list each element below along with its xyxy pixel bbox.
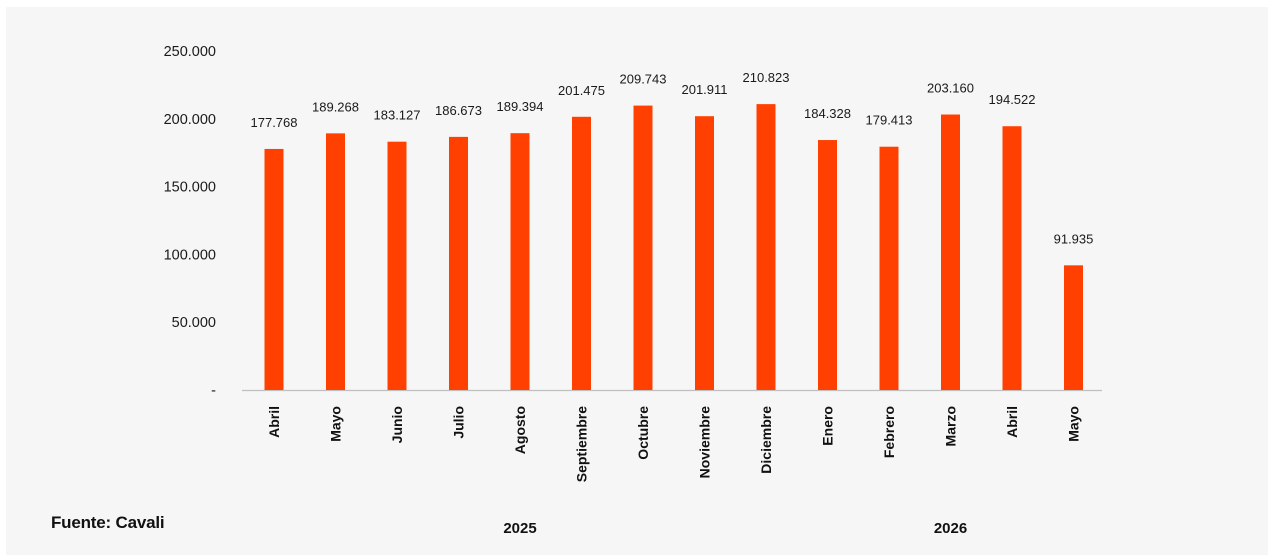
bar xyxy=(572,116,591,390)
bar xyxy=(326,133,345,390)
bar xyxy=(1002,126,1022,391)
data-label: 203.160 xyxy=(927,81,974,96)
x-tick-label: Septiembre xyxy=(574,406,590,482)
x-tick-label: Enero xyxy=(820,406,836,446)
bar xyxy=(387,141,407,390)
bar xyxy=(449,136,468,390)
y-tick-label: 200.000 xyxy=(164,112,216,128)
x-tick-label: Noviembre xyxy=(697,406,713,479)
data-label: 186.673 xyxy=(435,103,482,118)
x-tick-label: Mayo xyxy=(328,406,344,442)
bar xyxy=(818,140,837,390)
bar xyxy=(633,105,653,390)
x-tick-label: Junio xyxy=(389,406,405,443)
source-note: Fuente: Cavali xyxy=(51,513,165,532)
x-tick-label: Julio xyxy=(451,406,467,439)
x-tick-label: Abril xyxy=(1004,406,1020,438)
bar xyxy=(510,133,530,390)
data-label: 209.743 xyxy=(620,72,667,87)
bar xyxy=(756,104,776,390)
x-tick-label: Marzo xyxy=(943,406,959,446)
data-label: 201.475 xyxy=(558,83,605,98)
year-label: 2025 xyxy=(503,520,536,537)
y-tick-label: 50.000 xyxy=(172,315,216,331)
x-tick-label: Febrero xyxy=(881,406,897,458)
data-label: 91.935 xyxy=(1054,231,1094,246)
year-label: 2026 xyxy=(934,520,967,537)
x-tick-label: Diciembre xyxy=(758,406,774,474)
data-label: 179.413 xyxy=(866,113,913,128)
x-tick-label: Mayo xyxy=(1066,406,1082,442)
bar xyxy=(1064,265,1083,390)
data-label: 201.911 xyxy=(681,82,727,97)
data-label: 194.522 xyxy=(989,92,1036,107)
bar xyxy=(941,114,960,390)
bar xyxy=(695,116,714,391)
data-label: 189.268 xyxy=(312,99,359,114)
y-tick-label: 100.000 xyxy=(164,247,216,263)
data-label: 189.394 xyxy=(497,99,544,114)
x-tick-label: Octubre xyxy=(635,406,651,460)
y-tick-label: - xyxy=(211,383,216,399)
data-label: 210.823 xyxy=(743,70,790,85)
y-tick-label: 250.000 xyxy=(164,44,216,60)
data-label: 183.127 xyxy=(374,108,421,123)
bar xyxy=(879,146,899,390)
x-tick-label: Abril xyxy=(266,406,282,438)
data-label: 177.768 xyxy=(251,115,298,130)
data-label: 184.328 xyxy=(804,106,851,121)
bar xyxy=(264,148,284,390)
y-tick-label: 150.000 xyxy=(164,180,216,196)
x-tick-label: Agosto xyxy=(512,406,528,454)
